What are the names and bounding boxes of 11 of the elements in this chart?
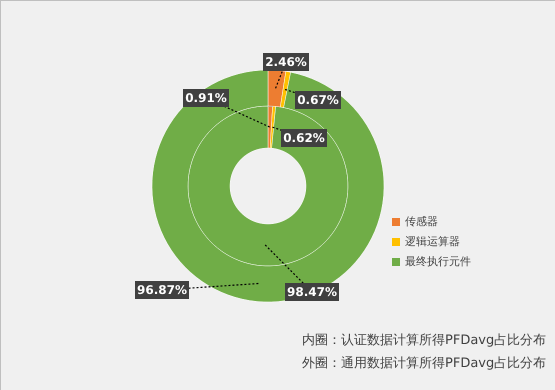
- data-label: 0.62%: [283, 131, 325, 145]
- data-label: 0.91%: [185, 91, 227, 105]
- data-label: 96.87%: [137, 283, 187, 297]
- legend-label: 最终执行元件: [405, 255, 471, 268]
- legend-label: 传感器: [405, 215, 438, 228]
- data-label: 98.47%: [287, 285, 337, 299]
- text: 内圈：认证数据计算所得PFDavg占比分布: [302, 333, 546, 348]
- text: 外圈：通用数据计算所得PFDavg占比分布: [302, 356, 546, 371]
- legend-label: 逻辑运算器: [405, 235, 460, 248]
- data-label: 2.46%: [265, 55, 307, 69]
- data-label: 0.67%: [297, 93, 339, 107]
